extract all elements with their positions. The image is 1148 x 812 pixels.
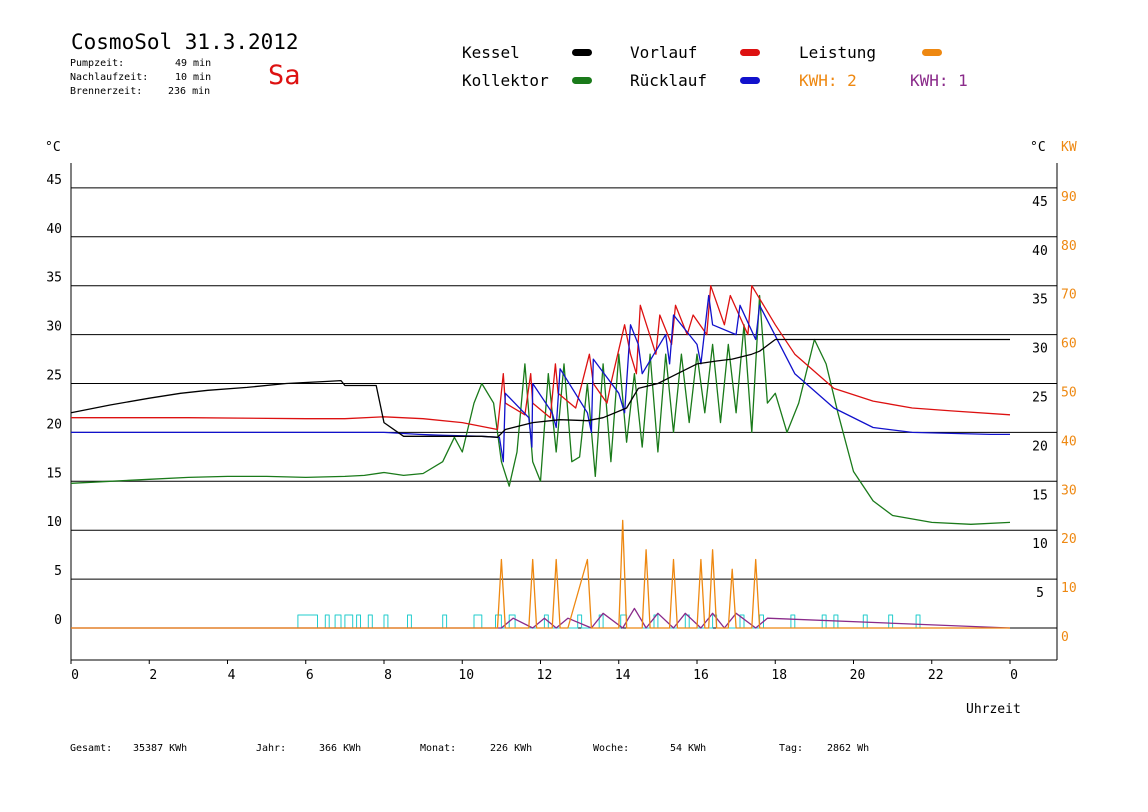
legend-kwh2-label: KWH: 2	[799, 71, 857, 90]
y-tick-right: 45	[1032, 195, 1048, 210]
y-tick-left: 10	[46, 515, 62, 530]
x-tick-label: 18	[771, 668, 787, 683]
legend-kessel-label: Kessel	[462, 43, 520, 62]
series-kwh1-line	[71, 607, 1011, 629]
series-ruecklauf-line	[71, 294, 1010, 463]
series-leistung-line	[71, 519, 1010, 629]
y-tick-kw: 80	[1061, 239, 1077, 254]
legend-vorlauf-label: Vorlauf	[630, 43, 698, 62]
legend-kwh1-label: KWH: 1	[910, 71, 968, 90]
x-tick-label: 14	[615, 668, 631, 683]
footer-woche-label: Woche:	[593, 743, 630, 754]
stat-label-pumpzeit: Pumpzeit:	[70, 58, 125, 69]
y-tick-left: 45	[46, 173, 62, 188]
y-tick-left: 30	[46, 320, 62, 335]
x-tick-label: 8	[384, 668, 392, 683]
x-tick-label: 2	[149, 668, 157, 683]
series-kessel-line	[70, 338, 1010, 438]
legend-kessel-swatch	[572, 49, 592, 56]
stat-label-brennerzeit: Brennerzeit:	[70, 86, 143, 97]
y-tick-left: 5	[54, 564, 62, 579]
y-tick-kw: 50	[1061, 386, 1077, 401]
y-tick-kw: 90	[1061, 190, 1077, 205]
footer-gesamt-value: 35387 KWh	[133, 743, 188, 754]
footer-monat-value: 226 KWh	[490, 743, 533, 754]
y-tick-right: 15	[1032, 488, 1048, 503]
footer-woche-value: 54 KWh	[670, 743, 707, 754]
stat-value-brennerzeit: 236 min	[168, 86, 211, 97]
y-tick-right: 10	[1032, 537, 1048, 552]
y-tick-right: 30	[1032, 342, 1048, 357]
series-vorlauf-line	[71, 285, 1011, 431]
legend-ruecklauf-label: Rücklauf	[630, 71, 708, 90]
x-tick-label: 20	[850, 668, 866, 683]
footer-jahr-value: 366 KWh	[319, 743, 362, 754]
y-tick-kw: 0	[1061, 630, 1069, 645]
y-tick-left: 20	[46, 417, 62, 432]
y-tick-left: 35	[46, 271, 62, 286]
y-tick-kw: 30	[1061, 483, 1077, 498]
y-tick-right: 20	[1032, 439, 1048, 454]
weekday-label: Sa	[268, 60, 301, 91]
footer-tag-value: 2862 Wh	[827, 743, 870, 754]
x-tick-label: 12	[537, 668, 553, 683]
legend-kollektor-label: Kollektor	[462, 71, 549, 90]
right-axis-unit-kw: KW	[1061, 140, 1077, 155]
legend-vorlauf-swatch	[740, 49, 760, 56]
chart-title: CosmoSol 31.3.2012	[71, 30, 299, 54]
x-tick-label: 6	[306, 668, 314, 683]
series-pump-line	[71, 614, 1010, 629]
x-tick-label: 0	[1010, 668, 1018, 683]
x-tick-label: 22	[928, 668, 944, 683]
x-tick-label: 4	[228, 668, 236, 683]
y-tick-kw: 10	[1061, 581, 1077, 596]
x-tick-label: 16	[693, 668, 709, 683]
y-tick-left: 40	[46, 222, 62, 237]
y-tick-kw: 70	[1061, 288, 1077, 303]
x-tick-label: 0	[71, 668, 79, 683]
left-axis-unit: °C	[45, 140, 61, 155]
legend-leistung-swatch	[922, 49, 942, 56]
legend-ruecklauf-swatch	[740, 77, 760, 84]
legend-leistung-label: Leistung	[799, 43, 877, 62]
y-tick-kw: 60	[1061, 337, 1077, 352]
legend-kollektor-swatch	[572, 77, 592, 84]
y-tick-right: 40	[1032, 244, 1048, 259]
stat-value-nachlaufzeit: 10 min	[175, 72, 212, 83]
x-axis-label: Uhrzeit	[966, 702, 1021, 717]
right-axis-unit: °C	[1030, 140, 1046, 155]
y-tick-right: 35	[1032, 293, 1048, 308]
stat-label-nachlaufzeit: Nachlaufzeit:	[70, 72, 149, 83]
footer-monat-label: Monat:	[420, 743, 457, 754]
series-kollektor-line	[70, 294, 1011, 525]
y-tick-right: 25	[1032, 391, 1048, 406]
footer-gesamt-label: Gesamt:	[70, 743, 113, 754]
footer-jahr-label: Jahr:	[256, 743, 287, 754]
y-tick-left: 15	[46, 466, 62, 481]
y-tick-left: 0	[54, 613, 62, 628]
stat-value-pumpzeit: 49 min	[175, 58, 212, 69]
x-tick-label: 10	[458, 668, 474, 683]
y-tick-kw: 20	[1061, 532, 1077, 547]
footer-tag-label: Tag:	[779, 743, 804, 754]
y-tick-right: 5	[1036, 586, 1044, 601]
y-tick-left: 25	[46, 369, 62, 384]
y-tick-kw: 40	[1061, 434, 1077, 449]
